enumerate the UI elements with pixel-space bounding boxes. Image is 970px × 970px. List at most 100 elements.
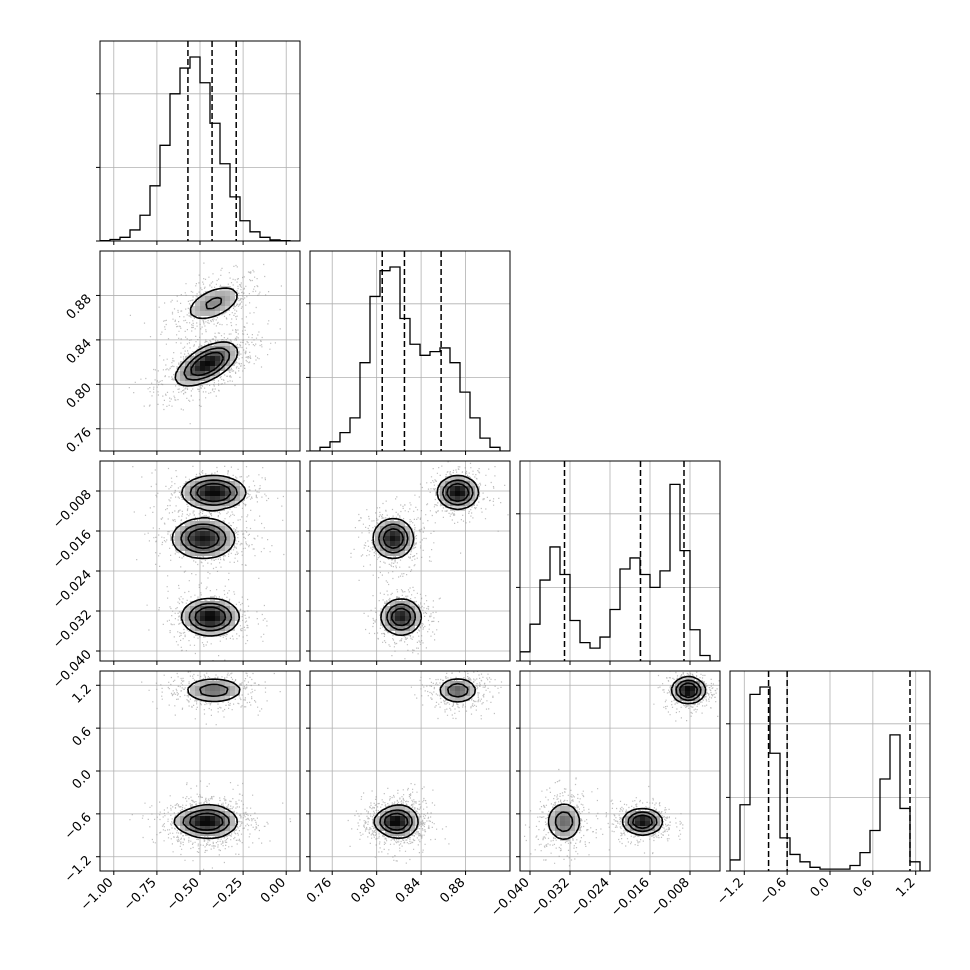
density-cell <box>205 491 210 496</box>
density-cell <box>210 686 215 691</box>
density-cell <box>230 351 235 356</box>
density-cell <box>470 481 475 486</box>
density-cell <box>220 361 225 366</box>
density-cell <box>400 811 405 816</box>
density-cell <box>230 691 235 696</box>
density-cell <box>410 826 415 831</box>
density-cell <box>190 481 195 486</box>
density-cell <box>410 811 415 816</box>
tick-label-x: 0.88 <box>437 875 468 906</box>
density-cell <box>195 551 200 556</box>
density-cell <box>645 816 650 821</box>
density-cell <box>385 811 390 816</box>
density-cell <box>575 821 580 826</box>
density-cell <box>190 361 195 366</box>
density-cell <box>190 611 195 616</box>
density-cell <box>695 691 700 696</box>
density-cell <box>675 681 680 686</box>
density-cell <box>175 816 180 821</box>
density-cell <box>200 686 205 691</box>
density-cell <box>400 816 405 821</box>
density-cell <box>205 611 210 616</box>
panel-frame <box>99 460 301 662</box>
contour-line <box>382 482 470 627</box>
panel-frame <box>309 460 511 662</box>
density-cell <box>450 486 455 491</box>
density-cell <box>225 546 230 551</box>
density-cell <box>225 681 230 686</box>
density-cell <box>200 681 205 686</box>
density-cell <box>235 496 240 501</box>
density-cell <box>205 541 210 546</box>
tick-label-x: 0.00 <box>258 875 289 906</box>
density-cell <box>640 826 645 831</box>
density-cell <box>200 631 205 636</box>
density-cell <box>195 621 200 626</box>
tick-label-y: 0.6 <box>70 724 95 749</box>
histogram-panel-3: −1.2 −0.6 0.0 0.6 1.2 <box>714 670 931 908</box>
density-cell <box>230 616 235 621</box>
density-cell <box>215 366 220 371</box>
density-cell <box>555 831 560 836</box>
density-cell <box>195 606 200 611</box>
density-cell <box>210 486 215 491</box>
density-cell <box>215 361 220 366</box>
density-cell <box>630 821 635 826</box>
density-cell <box>210 311 215 316</box>
density-cell <box>395 826 400 831</box>
density-cell <box>185 496 190 501</box>
density-cell <box>230 491 235 496</box>
density-cell <box>215 536 220 541</box>
density-cell <box>215 311 220 316</box>
density-cell <box>380 821 385 826</box>
scatter-panel-2-1 <box>306 460 511 665</box>
contour-line <box>190 351 225 377</box>
density-cell <box>635 826 640 831</box>
density-cell <box>210 821 215 826</box>
density-cell <box>460 681 465 686</box>
density-cell <box>190 806 195 811</box>
density-cell <box>385 536 390 541</box>
density-cell <box>210 361 215 366</box>
density-cell <box>210 506 215 511</box>
density-cell <box>645 821 650 826</box>
density-cell <box>220 496 225 501</box>
density-cell <box>240 496 245 501</box>
density-cell <box>225 306 230 311</box>
density-cell <box>180 821 185 826</box>
scatter-points <box>128 262 282 425</box>
density-cell <box>225 691 230 696</box>
density-cell <box>465 501 470 506</box>
contour-line <box>631 682 699 830</box>
density-cell <box>570 826 575 831</box>
density-cell <box>195 376 200 381</box>
density-cell <box>210 481 215 486</box>
density-cell <box>690 676 695 681</box>
density-cell <box>220 296 225 301</box>
density-cell <box>640 811 645 816</box>
density-cell <box>460 696 465 701</box>
scatter-points <box>350 461 509 660</box>
density-cell <box>455 476 460 481</box>
density-cell <box>195 611 200 616</box>
density-cell <box>680 676 685 681</box>
density-cell <box>190 831 195 836</box>
density-cell <box>210 621 215 626</box>
density-cell <box>210 536 215 541</box>
histogram-panel-0 <box>96 40 301 245</box>
density-cell <box>640 816 645 821</box>
density-cell <box>405 546 410 551</box>
density-cell <box>220 491 225 496</box>
density-cell <box>460 481 465 486</box>
density-cell <box>175 371 180 376</box>
density-cell <box>565 826 570 831</box>
density-cell <box>230 496 235 501</box>
panel-frame <box>519 670 721 872</box>
density-cell <box>195 501 200 506</box>
density-cell <box>470 496 475 501</box>
density-cell <box>675 696 680 701</box>
density-cell <box>210 526 215 531</box>
density-cell <box>560 826 565 831</box>
density-cell <box>450 686 455 691</box>
density-cell <box>215 301 220 306</box>
